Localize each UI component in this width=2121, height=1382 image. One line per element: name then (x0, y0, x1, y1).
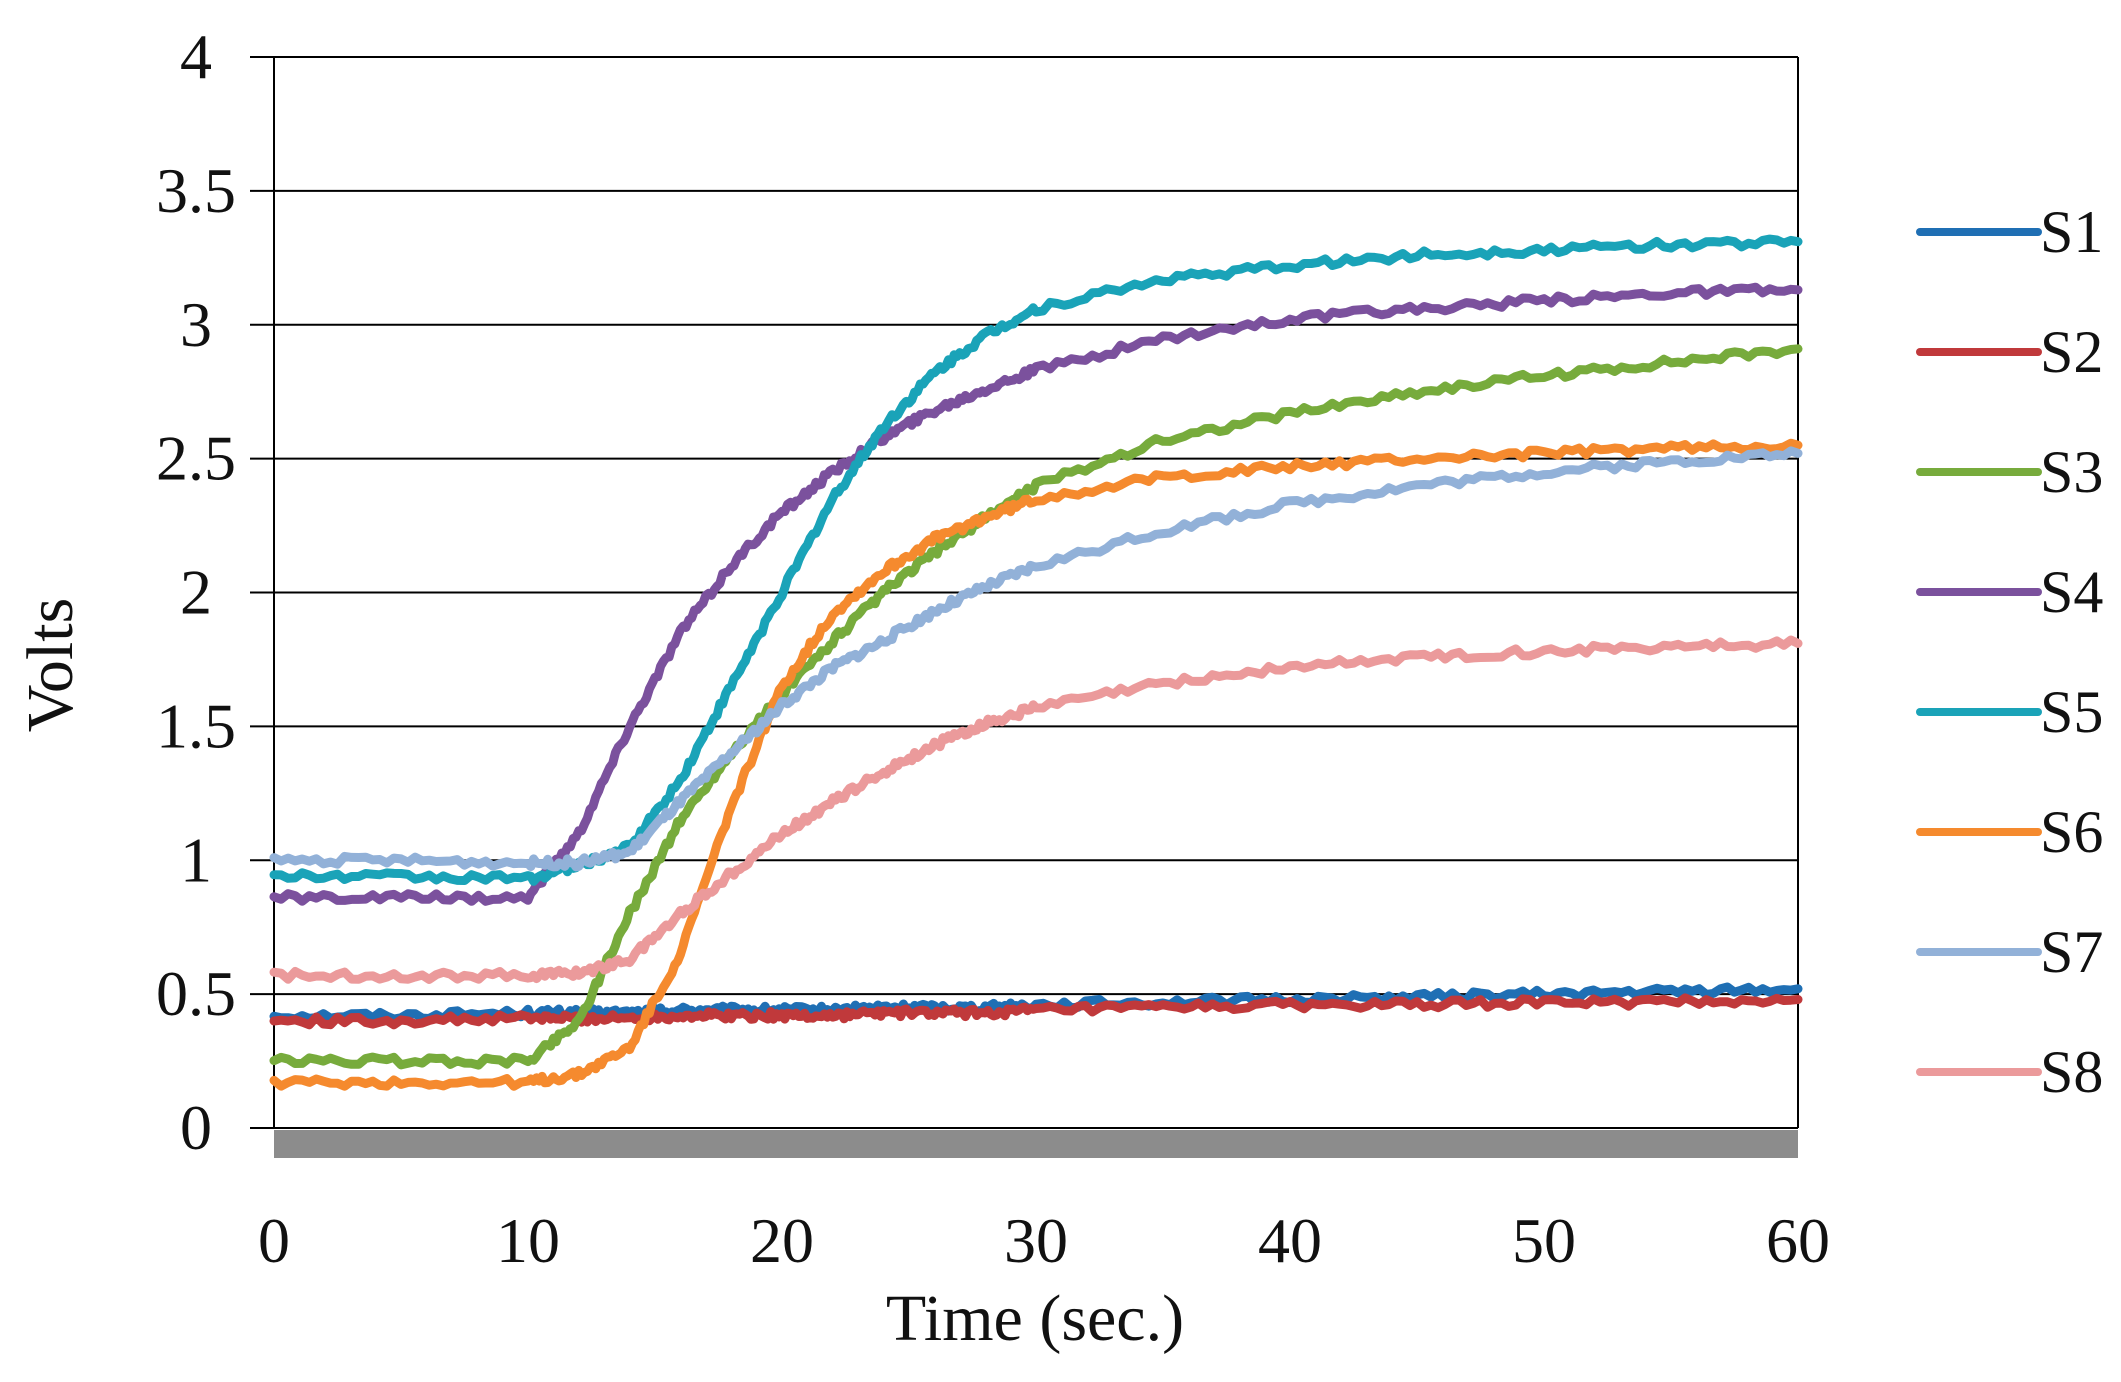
y-tick-label: 2.5 (156, 423, 236, 494)
legend-label-s2: S2 (2040, 319, 2103, 385)
x-tick-label: 10 (496, 1205, 560, 1276)
tick-labels: 00.511.522.533.540 10 20 30 40 50 60 (156, 21, 1830, 1276)
y-tick-label: 2 (180, 557, 212, 628)
y-tick-label: 4 (180, 21, 212, 92)
series-line-s6 (269, 438, 1803, 1091)
y-tick-label: 0 (180, 1092, 212, 1163)
x-tick-label: 50 (1512, 1205, 1576, 1276)
legend-label-s1: S1 (2040, 199, 2103, 265)
x-tick-label: 20 (750, 1205, 814, 1276)
legend-label-s6: S6 (2040, 799, 2103, 865)
x-tick-label: 60 (1766, 1205, 1830, 1276)
x-tick-label: 40 (1258, 1205, 1322, 1276)
y-tick-label: 1.5 (156, 690, 236, 761)
y-tick-label: 3 (180, 289, 212, 360)
series-line-s8 (269, 635, 1803, 984)
x-tick-label: 30 (1004, 1205, 1068, 1276)
series-line-s3 (269, 344, 1803, 1070)
axes (273, 57, 1799, 1158)
legend-label-s7: S7 (2040, 919, 2103, 985)
y-tick-label: 0.5 (156, 958, 236, 1029)
x-axis-title: Time (sec.) (886, 1282, 1184, 1355)
series-line-s7 (269, 446, 1803, 872)
y-tick-label: 1 (180, 824, 212, 895)
legend-label-s5: S5 (2040, 679, 2103, 745)
x-tick-label: 0 (258, 1205, 290, 1276)
legend-label-s4: S4 (2040, 559, 2103, 625)
series-line-s4 (269, 282, 1803, 906)
series-lines (269, 234, 1803, 1091)
x-axis-band (274, 1130, 1798, 1158)
legend-label-s3: S3 (2040, 439, 2103, 505)
legend: S1 S2 S3 S4 S5 S6 S7 S8 (1916, 199, 2103, 1105)
legend-label-s8: S8 (2040, 1039, 2103, 1105)
y-tick-label: 3.5 (156, 155, 236, 226)
y-axis-title: Volts (14, 598, 87, 733)
